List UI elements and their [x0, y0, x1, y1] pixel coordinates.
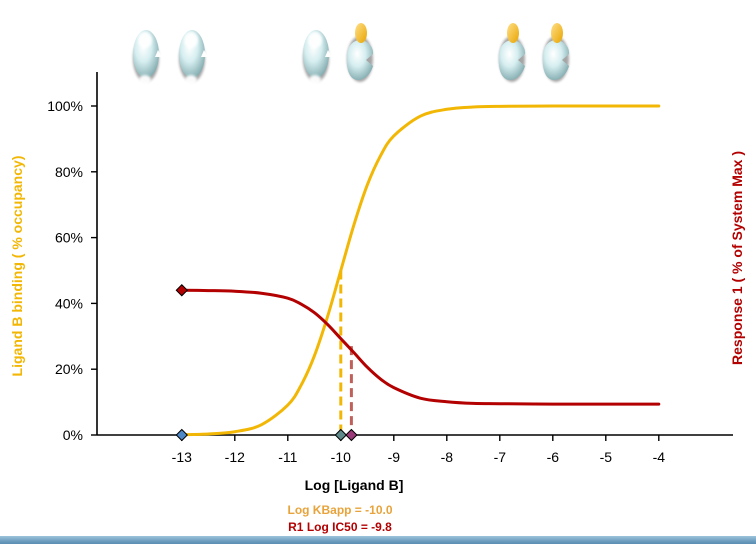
annotation-r1-log-ic50: R1 Log IC50 = -9.8 — [288, 520, 392, 534]
series-line-response — [180, 288, 661, 406]
x-tick-label: -5 — [600, 449, 613, 465]
x-tick-label: -4 — [653, 449, 666, 465]
tick-labels: 0% 20% 40% 60% 80% 100% -13 -12 -11 -10 -9 -8 -7 -6 -5… — [47, 98, 665, 465]
x-tick-label: -8 — [441, 449, 454, 465]
receptor-icons — [133, 23, 570, 85]
y-tick-label: 100% — [47, 98, 83, 114]
x-tick-label: -11 — [278, 449, 297, 465]
receptor-bound-icon — [346, 23, 374, 82]
y-tick-label: 40% — [55, 295, 83, 311]
axes — [96, 72, 733, 436]
x-tick-label: -10 — [331, 449, 351, 465]
ligand-b-icon — [551, 23, 563, 43]
x-tick-label: -7 — [494, 449, 507, 465]
ligand-b-icon — [507, 23, 519, 43]
marker-diamond-1 — [175, 428, 189, 442]
y-axis-title-left: Ligand B binding ( % occupancy) — [9, 156, 25, 377]
data-markers — [175, 284, 358, 442]
series-line-binding — [180, 104, 661, 437]
x-tick-label: -9 — [388, 449, 401, 465]
x-axis-title: Log [Ligand B] — [305, 477, 404, 493]
ligand-b-icon — [355, 23, 367, 43]
y-tick-label: 0% — [63, 427, 83, 443]
receptor-free-icon — [133, 30, 162, 85]
receptor-bound-icon — [542, 23, 570, 82]
receptor-bound-icon — [498, 23, 526, 82]
marker-diamond-3 — [345, 428, 358, 442]
marker-diamond-2 — [334, 428, 348, 442]
bottom-strip — [0, 536, 756, 544]
y-axis-title-right: Response 1 ( % of System Max ) — [729, 151, 745, 365]
y-tick-label: 20% — [55, 361, 83, 377]
drop-lines — [339, 270, 353, 435]
y-tick-label: 60% — [55, 230, 83, 246]
x-tick-label: -6 — [547, 449, 560, 465]
receptor-free-icon — [179, 30, 208, 85]
x-tick-label: -13 — [172, 449, 192, 465]
x-tick-label: -12 — [225, 449, 245, 465]
marker-diamond-0 — [175, 284, 189, 297]
y-tick-label: 80% — [55, 164, 83, 180]
series-lines — [180, 104, 661, 437]
annotation-log-kbapp: Log KBapp = -10.0 — [287, 503, 392, 517]
receptor-free-icon — [303, 30, 332, 85]
